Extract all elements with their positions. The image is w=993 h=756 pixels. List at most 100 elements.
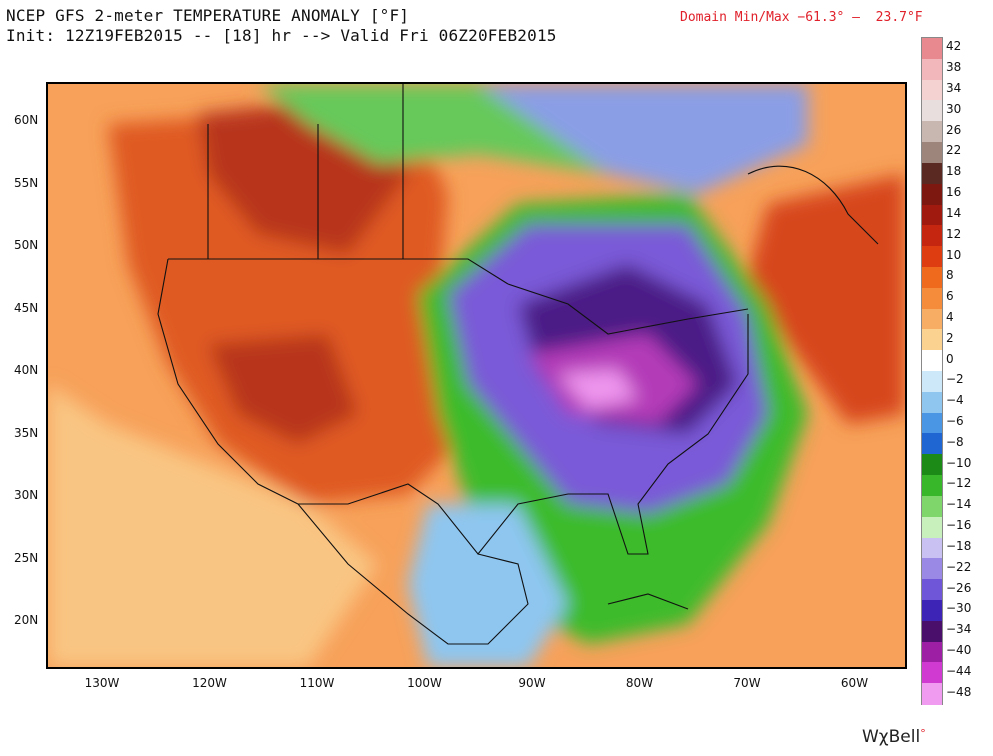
brand-mark: ° xyxy=(920,727,926,740)
colorbar-cell xyxy=(922,371,942,393)
colorbar-label: 34 xyxy=(946,81,962,96)
lat-tick-label: 45N xyxy=(14,300,39,315)
colorbar-cell xyxy=(922,516,942,538)
colorbar-cell xyxy=(922,183,942,205)
colorbar-label: 42 xyxy=(946,39,962,54)
colorbar-cell xyxy=(922,266,942,289)
colorbar-cell xyxy=(922,475,942,497)
colorbar-cell xyxy=(922,454,942,476)
colorbar-cell xyxy=(922,662,942,684)
extreme-cold-core xyxy=(558,369,638,409)
colorbar-cell xyxy=(922,287,942,310)
colorbar-label: −4 xyxy=(946,393,964,408)
colorbar-label: 14 xyxy=(946,205,962,220)
pacific-mild-region xyxy=(48,384,378,667)
lon-tick-label: 130W xyxy=(84,676,120,690)
colorbar-label: −14 xyxy=(946,497,972,512)
colorbar xyxy=(921,37,943,705)
colorbar-cell xyxy=(922,308,942,330)
colorbar-label: 38 xyxy=(946,60,962,75)
us-south-east-coast xyxy=(298,314,749,555)
lat-tick-label: 55N xyxy=(14,175,39,190)
lat-tick-label: 60N xyxy=(14,113,39,127)
colorbar-label: 16 xyxy=(946,185,962,200)
colorbar-cell xyxy=(922,58,942,81)
colorbar-cell xyxy=(922,391,942,414)
colorbar-label: −26 xyxy=(946,580,972,595)
colorbar-label: −48 xyxy=(946,684,972,699)
colorbar-label: −22 xyxy=(946,559,972,574)
brand-text: WχBell xyxy=(862,727,921,747)
colorbar-label: −6 xyxy=(946,414,964,429)
cuba-outline xyxy=(607,593,689,610)
colorbar-label: 0 xyxy=(946,351,954,366)
colorbar-label: 4 xyxy=(946,309,954,324)
colorbar-label: −18 xyxy=(946,538,972,553)
us-canada-border xyxy=(168,258,509,285)
colorbar-label: −2 xyxy=(946,372,964,387)
colorbar-cell xyxy=(922,495,942,518)
great-lakes-border xyxy=(507,283,749,335)
colorbar-label: 18 xyxy=(946,164,962,179)
lat-tick-label: 20N xyxy=(14,613,39,627)
colorbar-label: 12 xyxy=(946,226,962,241)
colorbar-label: −30 xyxy=(946,601,972,616)
anomaly-map xyxy=(46,82,907,669)
colorbar-label: −44 xyxy=(946,663,972,678)
colorbar-cell xyxy=(922,433,942,455)
colorbar-label: −34 xyxy=(946,622,972,637)
anomaly-map-canvas xyxy=(48,84,905,667)
colorbar-cell xyxy=(922,225,942,247)
quebec-coast xyxy=(747,165,879,245)
atlantic-canada-warm-anomaly xyxy=(748,174,905,424)
lat-tick-label: 30N xyxy=(14,488,39,502)
colorbar-cell xyxy=(922,100,942,122)
lon-tick-label: 90W xyxy=(518,676,546,690)
colorbar-label: 22 xyxy=(946,143,962,158)
us-west-coast xyxy=(157,258,299,505)
colorbar-cell xyxy=(922,246,942,268)
lat-tick-label: 25N xyxy=(14,550,39,565)
colorbar-cell xyxy=(922,79,942,101)
colorbar-cell xyxy=(922,121,942,143)
colorbar-label: 2 xyxy=(946,330,954,345)
colorbar-cell xyxy=(922,599,942,622)
lat-tick-label: 35N xyxy=(14,425,39,440)
lon-tick-label: 100W xyxy=(407,676,442,690)
lat-tick-label: 50N xyxy=(14,238,39,252)
colorbar-cell xyxy=(922,204,942,226)
colorbar-label: 30 xyxy=(946,101,962,116)
colorbar-label: −10 xyxy=(946,455,972,470)
lat-tick-label: 40N xyxy=(14,363,39,377)
lon-tick-label: 110W xyxy=(299,676,335,690)
colorbar-label: −16 xyxy=(946,518,972,533)
colorbar-label: 26 xyxy=(946,122,962,137)
lon-tick-label: 70W xyxy=(733,676,761,690)
colorbar-cell xyxy=(922,350,942,372)
colorbar-cell xyxy=(922,38,942,60)
colorbar-label: 8 xyxy=(946,268,954,283)
colorbar-cell xyxy=(922,558,942,580)
lon-tick-label: 120W xyxy=(192,676,227,690)
colorbar-cell xyxy=(922,162,942,185)
colorbar-label: 6 xyxy=(946,289,954,304)
political-boundaries xyxy=(157,84,879,645)
colorbar-cell xyxy=(922,620,942,643)
lon-tick-label: 80W xyxy=(625,676,654,690)
gulf-mild-cool-region xyxy=(408,504,568,667)
map-subtitle: Init: 12Z19FEB2015 -- [18] hr --> Valid … xyxy=(6,26,557,45)
colorbar-cell xyxy=(922,142,942,164)
colorbar-cell xyxy=(922,329,942,351)
colorbar-cell xyxy=(922,641,942,663)
colorbar-cell xyxy=(922,537,942,559)
map-title: NCEP GFS 2-meter TEMPERATURE ANOMALY [°F… xyxy=(6,6,410,25)
colorbar-cell xyxy=(922,412,942,434)
colorbar-label: −8 xyxy=(946,434,964,449)
colorbar-label: −12 xyxy=(946,476,972,491)
brand-logo: WχBell° xyxy=(862,727,926,747)
colorbar-cell xyxy=(922,579,942,601)
hudson-bay-cool-region xyxy=(478,84,808,194)
great-basin-warm-anomaly xyxy=(208,334,358,444)
lon-tick-label: 60W xyxy=(840,676,869,690)
colorbar-label: −40 xyxy=(946,642,972,657)
